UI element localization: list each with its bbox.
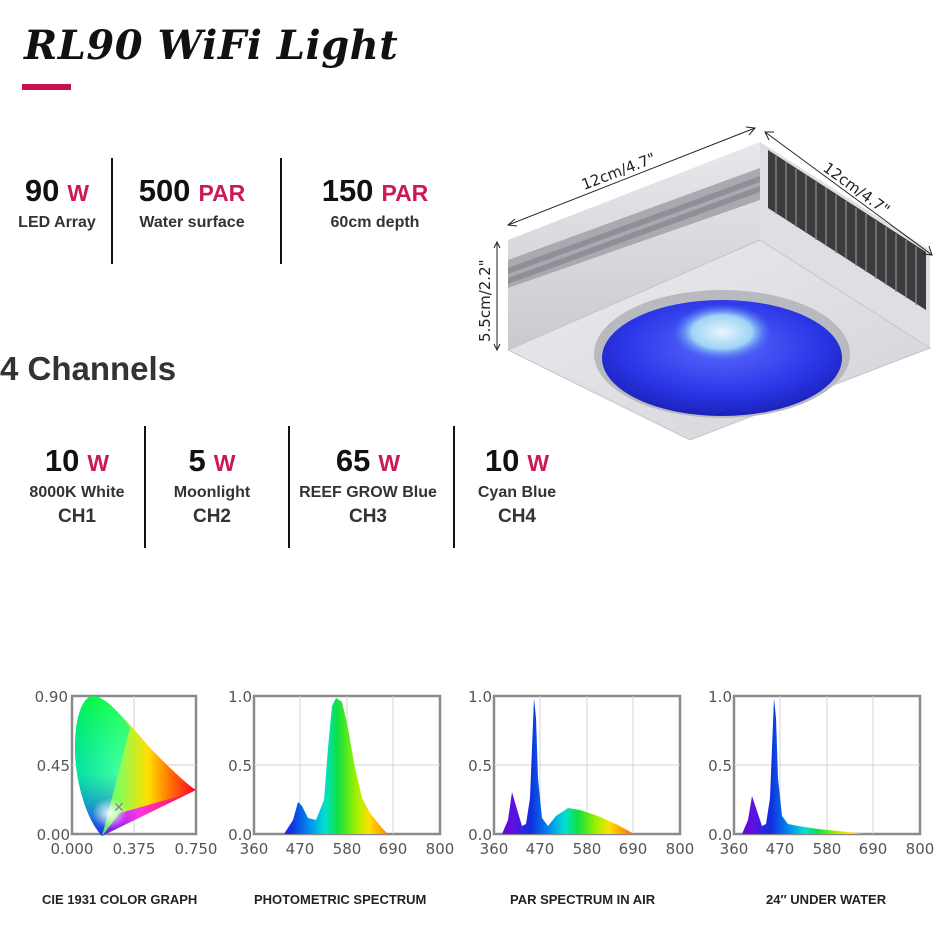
y-tick: 0.5 [708,757,732,775]
dimension-arrows [493,126,933,352]
chart-caption: 24″ UNDER WATER [766,892,887,907]
spec-unit: PAR [381,180,429,206]
spec-label: 60cm depth [330,214,420,231]
channel-label: Moonlight [173,484,251,501]
title-underline [22,84,71,90]
channel-id: CH4 [497,506,536,527]
spec-unit: PAR [198,180,246,206]
channel-unit: W [213,450,236,476]
x-tick: 580 [813,840,842,858]
under-water-spectrum-chart: 1.0 0.5 0.0 360 470 580 690 800 [708,688,938,918]
x-tick: 470 [286,840,315,858]
spec-unit: W [67,180,90,206]
divider [280,158,282,264]
par-air-svg: 1.0 0.5 0.0 360 470 580 690 800 [468,688,694,858]
divider [144,426,146,548]
x-tick: 0.375 [113,840,156,858]
x-tick: 690 [379,840,408,858]
led-fixture-illustration: 12cm/4.7" 12cm/4.7" 5.5cm/2.2" [476,126,933,441]
channel-unit: W [378,450,401,476]
channel-label: 8000K White [29,484,125,501]
cie-color-graph: ✕ 0.90 0.45 0.00 0.000 0.375 0.750 [30,688,260,918]
channel-label: REEF GROW Blue [299,484,437,501]
x-tick: 800 [906,840,935,858]
channel-watt: 10 [484,443,520,478]
y-tick: 1.0 [468,688,492,706]
y-tick: 1.0 [708,688,732,706]
channel-id: CH3 [348,506,387,527]
channel-watt: 5 [188,443,206,478]
divider [453,426,455,548]
channel-1: 10 W 8000K White CH1 [12,444,142,528]
x-tick: 800 [426,840,455,858]
x-tick: 470 [526,840,555,858]
channel-4: 10 W Cyan Blue CH4 [462,444,572,528]
white-point-marker: ✕ [113,800,125,816]
photometric-spectrum-chart: 1.0 0.5 0.0 360 470 580 690 800 [228,688,458,918]
spec-water-surface: 500 PAR Water surface [122,174,262,232]
spec-label: LED Array [18,214,96,231]
x-tick: 0.750 [175,840,218,858]
y-tick: 0.90 [35,688,68,706]
dimension-height: 5.5cm/2.2" [476,259,494,342]
divider [111,158,113,264]
product-image: 12cm/4.7" 12cm/4.7" 5.5cm/2.2" [460,110,938,450]
x-tick: 580 [573,840,602,858]
channel-unit: W [527,450,550,476]
divider [288,426,290,548]
x-tick: 800 [666,840,695,858]
x-tick: 690 [859,840,888,858]
channels-heading: 4 Channels [0,350,177,387]
y-tick: 0.45 [37,757,70,775]
under-water-svg: 1.0 0.5 0.0 360 470 580 690 800 [708,688,934,858]
spec-led-array: 90 W LED Array [8,174,106,232]
channel-label: Cyan Blue [477,484,557,501]
spec-value: 500 [138,173,191,208]
channel-unit: W [87,450,110,476]
x-tick: 470 [766,840,795,858]
spec-value: 150 [321,173,374,208]
y-tick: 1.0 [228,688,252,706]
y-tick: 0.00 [37,826,70,844]
x-tick: 360 [240,840,269,858]
y-tick: 0.0 [228,826,252,844]
x-tick: 360 [720,840,749,858]
par-spectrum-air-chart: 1.0 0.5 0.0 360 470 580 690 800 [468,688,698,918]
y-tick: 0.5 [468,757,492,775]
x-tick: 690 [619,840,648,858]
photometric-svg: 1.0 0.5 0.0 360 470 580 690 800 [228,688,454,858]
channel-id: CH2 [192,506,231,527]
channel-watt: 65 [335,443,371,478]
channel-3: 65 W REEF GROW Blue CH3 [292,444,444,528]
spec-depth: 150 PAR 60cm depth [305,174,445,232]
x-tick: 360 [480,840,509,858]
y-tick: 0.0 [468,826,492,844]
page-title: RL90 WiFi Light [24,22,399,69]
spec-label: Water surface [139,214,245,231]
cie-chart-svg: ✕ 0.90 0.45 0.00 0.000 0.375 0.750 [35,688,218,858]
x-tick: 0.000 [51,840,94,858]
y-tick: 0.0 [708,826,732,844]
channel-watt: 10 [44,443,80,478]
y-tick: 0.5 [228,757,252,775]
channel-id: CH1 [57,506,96,527]
x-tick: 580 [333,840,362,858]
chart-caption: CIE 1931 COLOR GRAPH [42,892,198,907]
chart-caption: PAR SPECTRUM IN AIR [510,892,656,907]
chart-caption: PHOTOMETRIC SPECTRUM [254,892,427,907]
spec-value: 90 [24,173,60,208]
